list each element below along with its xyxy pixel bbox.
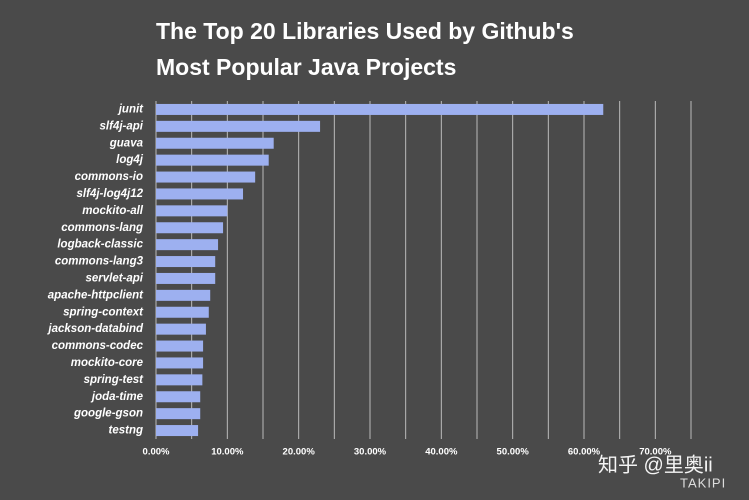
y-tick-label: guava <box>109 137 144 149</box>
bar <box>156 222 224 234</box>
y-tick-label: commons-lang <box>61 222 143 234</box>
x-tick-label: 0.00% <box>143 447 170 458</box>
y-tick-label: commons-codec <box>52 340 144 352</box>
y-tick-label: spring-test <box>84 374 145 386</box>
x-tick-label: 20.00% <box>283 447 316 458</box>
y-tick-label: apache-httpclient <box>48 289 144 301</box>
logo: TAKIPI <box>680 475 726 490</box>
watermark: 知乎 @里奥ii <box>598 453 713 476</box>
y-tick-label: junit <box>117 103 144 115</box>
x-tick-label: 50.00% <box>497 447 530 458</box>
y-tick-label: joda-time <box>90 391 144 403</box>
y-tick-label: log4j <box>116 154 144 166</box>
bar <box>156 256 216 268</box>
bar <box>156 188 244 200</box>
x-tick-label: 60.00% <box>568 447 601 458</box>
y-tick-label: mockito-all <box>82 205 144 217</box>
bar <box>156 374 203 386</box>
chart-title: The Top 20 Libraries Used by Github's <box>156 18 574 44</box>
y-tick-label: logback-classic <box>57 239 143 251</box>
bar <box>156 323 206 335</box>
bar <box>156 171 256 183</box>
x-tick-label: 10.00% <box>211 447 244 458</box>
y-tick-label: testng <box>109 425 144 437</box>
y-tick-label: slf4j-api <box>100 120 144 132</box>
bar <box>156 239 219 251</box>
bar <box>156 154 269 166</box>
y-tick-label: jackson-databind <box>46 323 144 335</box>
bar <box>156 306 209 318</box>
y-tick-label: servlet-api <box>85 272 143 284</box>
y-tick-label: mockito-core <box>71 357 144 369</box>
y-tick-label: commons-lang3 <box>55 256 144 268</box>
bar <box>156 103 604 115</box>
y-tick-label: slf4j-log4j12 <box>77 188 144 200</box>
x-tick-label: 70.00% <box>639 447 672 458</box>
bar <box>156 391 201 403</box>
bar <box>156 120 321 132</box>
chart-title: Most Popular Java Projects <box>156 54 456 80</box>
bar <box>156 425 199 437</box>
bar <box>156 289 211 301</box>
y-tick-label: google-gson <box>73 408 143 420</box>
bar <box>156 340 204 352</box>
y-tick-label: spring-context <box>63 306 144 318</box>
x-tick-label: 40.00% <box>425 447 458 458</box>
bar <box>156 272 216 284</box>
bar <box>156 205 228 217</box>
x-tick-label: 30.00% <box>354 447 387 458</box>
bar <box>156 357 204 369</box>
y-tick-label: commons-io <box>75 171 143 183</box>
bar <box>156 137 274 149</box>
bar <box>156 408 201 420</box>
